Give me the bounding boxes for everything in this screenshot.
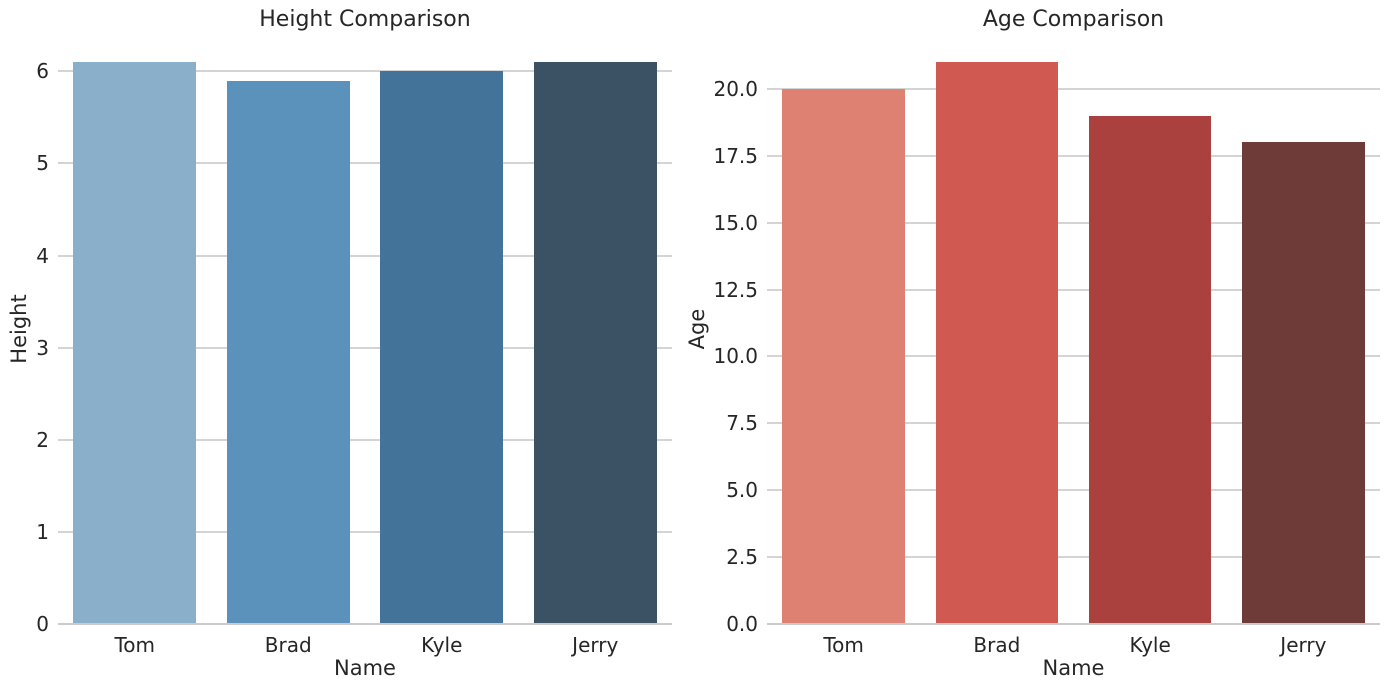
y-tick-label: 6 — [36, 59, 49, 84]
bar-brad — [935, 62, 1059, 624]
x-tick-label: Tom — [823, 633, 864, 657]
bar-kyle — [380, 71, 504, 624]
y-tick-label: 2 — [36, 427, 49, 452]
y-tick-label: 0.0 — [726, 612, 758, 636]
y-tick-label: 12.5 — [713, 277, 758, 302]
y-tick-label: 5 — [36, 151, 49, 176]
y-tick-label: 7.5 — [726, 411, 758, 436]
gridline — [767, 489, 1380, 492]
y-tick-label: 15.0 — [713, 210, 758, 235]
x-tick-label: Jerry — [572, 633, 619, 657]
gridline — [767, 87, 1380, 90]
gridline — [58, 438, 672, 441]
gridline — [767, 221, 1380, 224]
x-axis-spine — [58, 623, 672, 625]
gridline — [58, 162, 672, 165]
y-tick-label: 10.0 — [713, 344, 758, 369]
y-tick-label: 1 — [36, 519, 49, 544]
x-tick-label: Brad — [973, 633, 1021, 657]
gridline — [767, 288, 1380, 291]
y-tick-label: 4 — [36, 243, 49, 268]
x-tick-label: Tom — [114, 633, 156, 657]
x-axis-label: Name — [334, 656, 396, 680]
gridline — [58, 530, 672, 533]
y-tick-label: 5.0 — [726, 478, 758, 503]
gridline — [58, 254, 672, 257]
bar-jerry — [1242, 142, 1365, 624]
x-axis-spine — [767, 623, 1380, 625]
bar-kyle — [1088, 115, 1212, 624]
x-axis-label: Name — [1042, 656, 1105, 680]
y-tick-label: 2.5 — [726, 545, 758, 570]
x-tick-label: Brad — [264, 633, 312, 657]
bar-tom — [73, 62, 197, 624]
x-tick-label: Kyle — [421, 633, 463, 657]
x-tick-label: Jerry — [1280, 633, 1327, 657]
gridline — [767, 154, 1380, 157]
gridline — [767, 556, 1380, 559]
bar-jerry — [533, 62, 657, 624]
x-tick-label: Kyle — [1129, 633, 1171, 657]
y-tick-label: 3 — [36, 335, 49, 360]
gridline — [58, 346, 672, 349]
bar-brad — [226, 80, 350, 624]
y-tick-label: 20.0 — [713, 76, 758, 101]
chart-title: Age Comparison — [982, 7, 1165, 32]
chart-title: Height Comparison — [259, 7, 471, 32]
bar-tom — [782, 88, 905, 624]
y-axis-label: Age — [685, 308, 709, 350]
y-tick-label: 0 — [36, 612, 49, 636]
y-tick-label: 17.5 — [713, 143, 758, 168]
gridline — [767, 422, 1380, 425]
gridline — [767, 355, 1380, 358]
gridline — [58, 70, 672, 73]
